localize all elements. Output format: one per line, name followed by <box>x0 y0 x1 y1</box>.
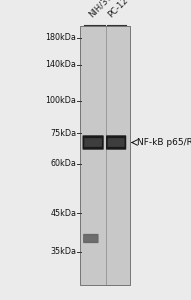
FancyBboxPatch shape <box>108 138 125 147</box>
FancyBboxPatch shape <box>84 236 97 241</box>
FancyBboxPatch shape <box>83 234 99 243</box>
Text: 180kDa: 180kDa <box>45 33 76 42</box>
Text: NIH/3T3: NIH/3T3 <box>87 0 117 20</box>
FancyBboxPatch shape <box>84 138 102 147</box>
Text: 60kDa: 60kDa <box>51 159 76 168</box>
FancyBboxPatch shape <box>106 135 126 150</box>
Text: PC-12: PC-12 <box>106 0 129 20</box>
Text: 140kDa: 140kDa <box>45 60 76 69</box>
Text: 45kDa: 45kDa <box>50 208 76 217</box>
Text: 75kDa: 75kDa <box>50 129 76 138</box>
FancyBboxPatch shape <box>83 135 104 150</box>
Bar <box>80 26 130 285</box>
Text: NF-kB p65/RelA: NF-kB p65/RelA <box>137 138 191 147</box>
Text: 100kDa: 100kDa <box>45 96 76 105</box>
Text: 35kDa: 35kDa <box>50 248 76 256</box>
